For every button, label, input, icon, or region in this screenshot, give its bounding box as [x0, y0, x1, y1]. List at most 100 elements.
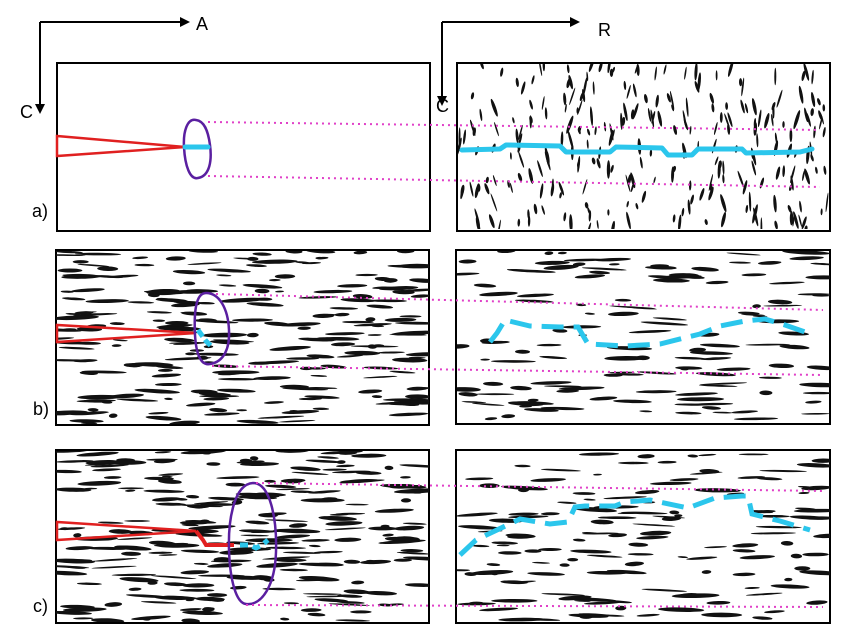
flake: [634, 64, 639, 74]
flake: [577, 155, 581, 173]
flake: [63, 559, 93, 563]
flake: [540, 468, 581, 472]
flake: [132, 256, 148, 260]
flake: [246, 302, 284, 307]
flake: [476, 393, 515, 396]
flake: [396, 551, 429, 555]
flake: [207, 593, 228, 597]
flake: [473, 283, 497, 288]
flake: [298, 576, 340, 582]
flake: [677, 397, 725, 402]
flake: [698, 384, 738, 387]
flake: [509, 182, 513, 194]
flake: [198, 318, 217, 322]
flake: [492, 175, 497, 187]
flake: [284, 479, 303, 484]
flake: [767, 299, 793, 305]
flake: [508, 512, 539, 516]
flake: [325, 332, 365, 336]
flake: [148, 411, 169, 415]
flake: [193, 562, 209, 565]
flake: [694, 64, 698, 81]
flake: [518, 133, 523, 146]
flake: [389, 333, 427, 336]
flake: [674, 356, 706, 360]
flake: [738, 78, 743, 87]
flake: [74, 311, 94, 315]
flake: [685, 97, 689, 117]
flake: [568, 74, 573, 90]
flake: [56, 451, 90, 453]
flake: [73, 313, 118, 316]
flake: [496, 544, 510, 547]
flake: [818, 110, 823, 121]
flake: [591, 157, 596, 165]
flake: [186, 494, 200, 499]
flake: [263, 401, 284, 404]
flake: [458, 392, 478, 397]
flake: [207, 563, 243, 568]
flake: [132, 362, 174, 367]
flake: [353, 251, 368, 255]
flake: [669, 90, 675, 110]
flake: [544, 147, 548, 156]
flake: [711, 103, 715, 113]
flake: [324, 527, 366, 531]
flake: [688, 180, 692, 191]
flake: [475, 217, 481, 229]
flake: [476, 183, 481, 192]
flake: [188, 251, 219, 253]
flake: [741, 313, 766, 316]
flake: [527, 398, 539, 402]
flake: [457, 512, 498, 517]
flake: [514, 299, 554, 303]
flake: [774, 132, 778, 144]
flake: [153, 542, 189, 547]
flake: [104, 602, 123, 607]
flake: [209, 408, 228, 413]
flake: [636, 535, 669, 540]
flake: [590, 519, 614, 525]
flake: [687, 199, 691, 215]
flake: [716, 367, 751, 371]
flake: [317, 562, 344, 567]
flake: [515, 77, 519, 88]
flake: [753, 118, 757, 128]
flake: [369, 299, 407, 303]
flake: [530, 478, 566, 482]
flake: [699, 343, 740, 348]
flake: [749, 510, 774, 514]
flake: [218, 284, 237, 287]
flake: [56, 487, 92, 492]
flake: [626, 211, 631, 229]
flake: [669, 478, 699, 482]
flake: [598, 64, 603, 73]
flake: [822, 126, 826, 138]
flake: [377, 351, 405, 354]
flake: [336, 601, 365, 604]
flake: [180, 451, 226, 455]
flake: [705, 280, 729, 285]
flake: [764, 610, 785, 614]
flake: [530, 381, 572, 385]
flake: [722, 174, 725, 184]
flake: [799, 570, 830, 576]
notch-icon: [55, 323, 197, 344]
flake: [268, 278, 281, 282]
flake: [472, 127, 476, 137]
flake: [540, 406, 585, 411]
axis-c-label-right: C: [436, 96, 449, 116]
flake: [787, 204, 792, 213]
flake: [606, 569, 647, 575]
flake: [339, 479, 385, 484]
flake: [692, 402, 734, 406]
flake: [302, 593, 342, 595]
flake: [544, 107, 548, 120]
flake: [112, 339, 128, 342]
flake: [581, 267, 627, 271]
flake: [141, 601, 177, 604]
flake: [151, 575, 197, 580]
flake: [805, 400, 822, 404]
flake: [207, 268, 251, 273]
flake: [395, 321, 429, 325]
